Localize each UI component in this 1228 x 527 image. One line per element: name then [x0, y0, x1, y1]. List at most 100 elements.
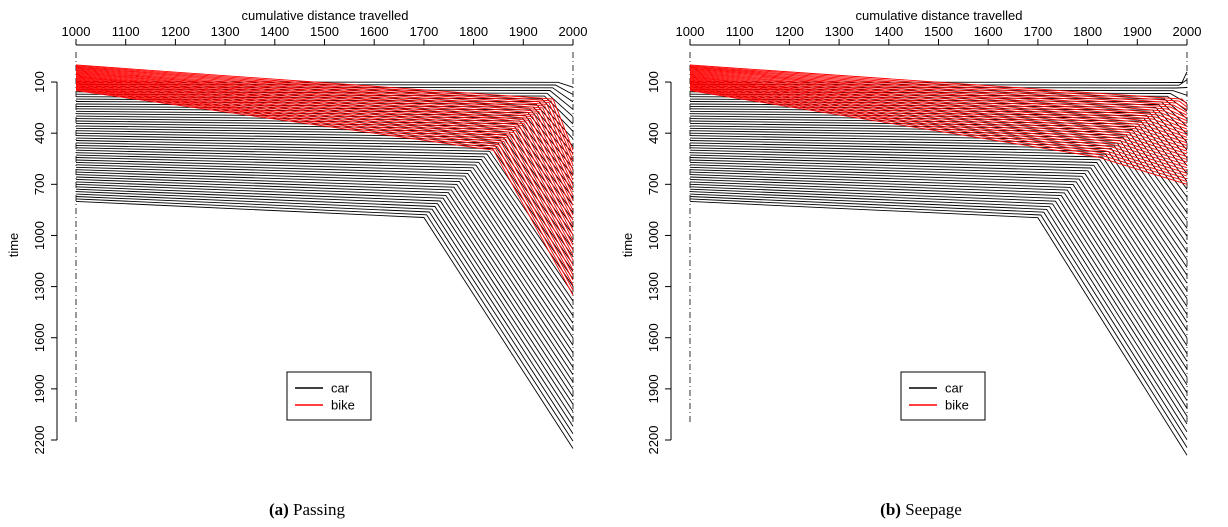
- bike-trajectory: [689, 68, 1188, 119]
- bike-trajectory: [689, 65, 1188, 108]
- bike-trajectory: [75, 71, 574, 191]
- car-trajectory: [689, 198, 1188, 448]
- x-tick-label: 1800: [459, 24, 488, 39]
- x-tick-label: 1400: [260, 24, 289, 39]
- car-trajectory: [689, 193, 1188, 433]
- y-tick-label: 2200: [32, 426, 47, 455]
- legend: car bike: [900, 371, 986, 421]
- x-tick-label: 1400: [874, 24, 903, 39]
- bike-trajectory: [689, 69, 1188, 122]
- bike-trajectory: [75, 72, 574, 196]
- bike-trajectory: [689, 86, 1188, 174]
- car-trajectory: [75, 161, 574, 331]
- car-trajectory: [689, 191, 1188, 425]
- y-tick-label: 700: [32, 173, 47, 195]
- car-trajectory: [689, 200, 1188, 456]
- legend-box: [900, 371, 986, 421]
- x-tick-label: 1900: [1123, 24, 1152, 39]
- car-trajectory: [689, 161, 1188, 331]
- legend-label-car: car: [331, 381, 350, 396]
- bike-trajectory: [75, 81, 574, 246]
- car-trajectory: [689, 196, 1188, 440]
- bike-trajectory: [75, 65, 574, 156]
- car-trajectory: [689, 125, 1188, 213]
- car-trajectory: [689, 122, 1188, 206]
- bike-trajectory: [75, 70, 574, 186]
- bike-trajectory: [75, 88, 574, 286]
- x-tick-label: 1200: [161, 24, 190, 39]
- car-trajectory: [75, 157, 574, 317]
- car-trajectory: [75, 188, 574, 412]
- car-trajectory: [689, 154, 1188, 307]
- y-tick-label: 1000: [646, 221, 661, 250]
- legend-label-car: car: [945, 381, 964, 396]
- car-trajectory: [689, 174, 1188, 370]
- bike-trajectory: [75, 85, 574, 271]
- car-trajectory: [75, 174, 574, 368]
- car-trajectory: [689, 147, 1188, 284]
- bike-trajectory: [75, 84, 574, 266]
- x-tick-label: 1800: [1073, 24, 1102, 39]
- bike-trajectory: [689, 83, 1188, 166]
- bike-trajectory: [75, 68, 574, 171]
- y-axis-title: time: [620, 233, 635, 258]
- axes: 1000 1100 1200 1300 1400 1500 1600 1700 1800 1900…: [32, 24, 587, 454]
- car-trajectory: [75, 149, 574, 294]
- bike-trajectory: [689, 72, 1188, 130]
- car-trajectory: [689, 149, 1188, 292]
- bike-trajectory: [689, 70, 1188, 124]
- x-tick-label: 1100: [726, 24, 754, 39]
- bike-trajectory: [75, 87, 574, 281]
- bike-trajectory: [689, 73, 1188, 133]
- x-axis-title: cumulative distance travelled: [856, 8, 1023, 23]
- x-tick-label: 1300: [825, 24, 854, 39]
- subfigure-letter: (a): [268, 500, 289, 519]
- car-trajectory: [689, 186, 1188, 409]
- car-trajectory: [75, 169, 574, 353]
- x-tick-label: 2000: [1173, 24, 1202, 39]
- y-axis-title: time: [6, 233, 21, 258]
- y-tick-label: 400: [646, 122, 661, 144]
- bike-trajectory: [689, 88, 1188, 180]
- car-trajectory: [75, 181, 574, 390]
- car-trajectory: [75, 196, 574, 435]
- car-trajectory: [75, 164, 574, 339]
- bike-trajectory: [689, 83, 1188, 163]
- bike-trajectory: [689, 64, 1188, 105]
- x-tick-label: 1300: [211, 24, 240, 39]
- y-tick-label: 1900: [32, 374, 47, 403]
- subfigure-letter: (b): [880, 500, 901, 519]
- bike-trajectory: [689, 87, 1188, 177]
- bike-trajectory: [75, 67, 574, 166]
- bike-trajectory: [75, 80, 574, 241]
- car-trajectory: [75, 147, 574, 287]
- car-trajectory: [689, 183, 1188, 401]
- y-tick-label: 1600: [646, 323, 661, 352]
- car-trajectory: [75, 198, 574, 442]
- bike-trajectory: [75, 89, 574, 291]
- legend-label-bike: bike: [945, 398, 969, 413]
- car-trajectory: [75, 159, 574, 324]
- y-tick-label: 400: [32, 122, 47, 144]
- y-tick-label: 2200: [646, 426, 661, 455]
- car-trajectory: [75, 142, 574, 272]
- car-trajectory: [75, 183, 574, 398]
- car-trajectory: [689, 152, 1188, 300]
- x-tick-label: 1700: [1023, 24, 1052, 39]
- bike-trajectory: [75, 76, 574, 221]
- car-trajectory: [689, 188, 1188, 417]
- bike-trajectory: [75, 73, 574, 201]
- axes: 1000 1100 1200 1300 1400 1500 1600 1700 1800 1900…: [646, 24, 1201, 454]
- bike-trajectory: [689, 80, 1188, 155]
- car-trajectory: [75, 178, 574, 383]
- y-tick-label: 700: [646, 173, 661, 195]
- bike-trajectory: [689, 68, 1188, 116]
- car-trajectory: [689, 115, 1188, 182]
- bike-trajectory: [75, 79, 574, 236]
- bike-trajectory: [75, 78, 574, 231]
- car-trajectory: [689, 164, 1188, 339]
- bike-trajectory: [75, 83, 574, 256]
- plot-area: [75, 52, 574, 449]
- car-trajectory: [75, 81, 574, 88]
- chart-svg-seepage: cumulative distance travelled time 1000 1…: [620, 8, 1201, 456]
